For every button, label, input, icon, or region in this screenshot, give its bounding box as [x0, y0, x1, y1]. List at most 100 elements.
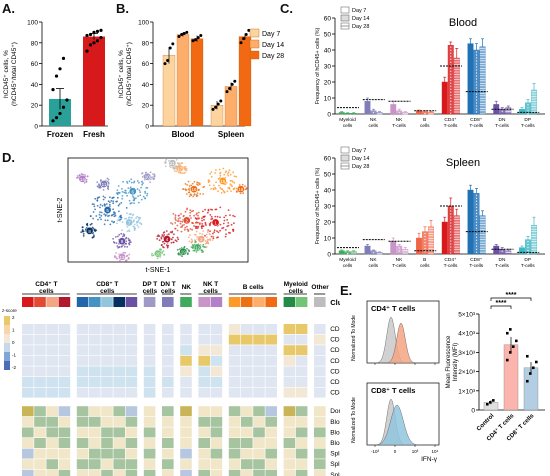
c-spleen-bar	[338, 250, 345, 255]
heatmap-sample-cell	[180, 438, 192, 448]
tsne-point	[218, 168, 221, 171]
tsne-point	[161, 251, 164, 253]
heatmap-marker-cell	[34, 345, 46, 356]
b-point	[214, 105, 218, 109]
b-legend-swatch	[249, 50, 260, 60]
tsne-point	[204, 223, 207, 225]
heatmap-sample-cell	[101, 416, 113, 427]
heatmap-sample-label: Blood D7	[330, 419, 340, 426]
heatmap-marker-cell	[46, 324, 58, 334]
tsne-cluster-label: 9	[121, 239, 124, 244]
tsne-point	[153, 173, 156, 176]
e-point	[535, 360, 538, 364]
heatmap-marker-cell	[125, 324, 138, 334]
tsne-point	[226, 225, 229, 228]
tsne-point	[137, 219, 140, 222]
tsne-point	[206, 211, 209, 214]
heatmap-cluster-swatch	[265, 297, 277, 307]
tsne-point	[122, 180, 124, 183]
c-spleen-bar-dot	[475, 212, 478, 214]
tsne-point	[117, 185, 120, 187]
tsne-point	[225, 233, 228, 236]
tsne-point	[206, 238, 209, 241]
c-spleen-category-label: T-cells	[495, 263, 509, 269]
c-spleen-category-label: DN	[499, 257, 506, 263]
c-spleen-bar-dot	[475, 242, 478, 244]
tsne-point	[106, 187, 109, 190]
tsne-point	[115, 252, 117, 254]
c-blood-bar-dot	[450, 58, 452, 60]
heatmap-sample-cell	[101, 469, 113, 476]
tsne-point	[189, 209, 192, 212]
e-point	[526, 354, 529, 358]
c-blood-bar-dot	[527, 113, 529, 115]
heatmap-cluster-swatch	[210, 297, 223, 307]
b-y-tick-label: 80	[142, 40, 150, 47]
tsne-point	[194, 225, 197, 228]
tsne-point	[218, 184, 220, 187]
c-spleen-bar-dot	[475, 203, 478, 205]
c-blood-category-label: DP	[524, 117, 531, 123]
tsne-cluster-label: 1	[214, 220, 217, 225]
b-legend-label: Day 14	[262, 42, 284, 49]
tsne-point	[115, 242, 118, 244]
tsne-cluster-marker	[128, 187, 137, 196]
c-blood-bar-dot	[475, 84, 478, 86]
tsne-point	[201, 233, 204, 236]
c-blood-bar-dot	[372, 112, 375, 114]
tsne-point	[184, 171, 187, 174]
tsne-point	[198, 182, 201, 185]
tsne-point	[186, 247, 188, 250]
c-blood-bar-dot	[475, 81, 478, 83]
heatmap-sample-cell	[113, 469, 125, 476]
tsne-cluster-label: 10	[145, 175, 151, 180]
tsne-point	[116, 219, 119, 222]
heatmap-sample-cell	[283, 469, 296, 476]
heatmap-marker-cell	[76, 355, 89, 366]
histogram-sample-peak	[367, 404, 439, 446]
tsne-point	[178, 253, 180, 256]
b-point	[166, 58, 170, 62]
c-blood-bar-dot	[475, 51, 478, 53]
heatmap-sample-cell	[101, 438, 113, 448]
c-spleen-bar-dot	[347, 253, 349, 255]
tsne-point	[197, 211, 200, 214]
histogram-xlabel: IFN-γ	[421, 456, 438, 463]
heatmap-marker-cell	[143, 377, 156, 387]
heatmap-marker-cell	[241, 355, 253, 366]
heatmap-sample-cell	[180, 469, 192, 476]
tsne-point	[225, 170, 228, 173]
heatmap-marker-cell	[265, 324, 277, 334]
c-blood-y-tick-label: 0	[327, 112, 331, 119]
tsne-point	[179, 217, 181, 219]
tsne-point	[177, 252, 180, 254]
heatmap-group-label: cells	[289, 288, 304, 295]
heatmap-marker-cell	[162, 387, 174, 398]
c-blood-bar-dot	[450, 76, 452, 78]
tsne-point	[124, 218, 126, 220]
tsne-point	[100, 179, 102, 182]
tsne-cluster-marker	[103, 206, 112, 214]
tsne-point	[229, 179, 232, 182]
tsne-point	[104, 204, 106, 206]
heatmap-marker-cell	[198, 387, 210, 398]
heatmap-marker-cell	[34, 387, 46, 398]
heatmap-sample-cell	[295, 469, 308, 476]
tsne-point	[121, 190, 124, 193]
e-point	[529, 372, 532, 375]
heatmap-marker-cell	[180, 345, 192, 356]
tsne-point	[202, 250, 205, 253]
heatmap-group-label: cells	[161, 288, 176, 295]
tsne-point	[115, 200, 118, 203]
heatmap-sample-cell	[113, 416, 125, 427]
c-spleen-bar	[493, 245, 500, 255]
heatmap-marker-cell	[162, 345, 174, 356]
tsne-point	[232, 230, 235, 232]
c-blood-legend-swatch	[340, 6, 350, 14]
c-blood-category-label: NK	[396, 117, 403, 123]
b-point	[180, 32, 184, 36]
tsne-point	[165, 158, 168, 161]
tsne-point	[151, 253, 153, 255]
tsne-point	[101, 204, 104, 207]
tsne-cluster-label: 11	[102, 182, 107, 187]
